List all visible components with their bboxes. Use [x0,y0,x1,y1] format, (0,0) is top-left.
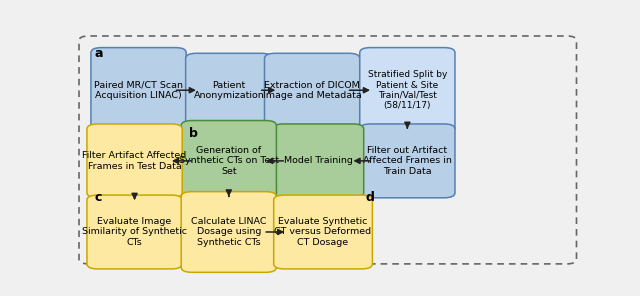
Text: Stratified Split by
Patient & Site
Train/Val/Test
(58/11/17): Stratified Split by Patient & Site Train… [367,70,447,110]
Text: Generation of
Synthetic CTs on Test
Set: Generation of Synthetic CTs on Test Set [179,146,279,176]
Text: Paired MR/CT Scan
Acquisition LINAC): Paired MR/CT Scan Acquisition LINAC) [94,81,183,100]
Text: Patient
Anonymization: Patient Anonymization [193,81,264,100]
FancyBboxPatch shape [273,124,364,198]
Text: Extraction of DICOM
Image and Metadata: Extraction of DICOM Image and Metadata [263,81,362,100]
Text: Evaluate Image
Similarity of Synthetic
CTs: Evaluate Image Similarity of Synthetic C… [82,217,187,247]
Text: b: b [189,127,198,140]
Text: Calculate LINAC
Dosage using
Synthetic CTs: Calculate LINAC Dosage using Synthetic C… [191,217,266,247]
Text: c: c [95,191,102,204]
FancyBboxPatch shape [360,48,455,133]
FancyBboxPatch shape [181,192,276,272]
Text: Filter out Artifact
Affected Frames in
Train Data: Filter out Artifact Affected Frames in T… [363,146,452,176]
Text: Model Training: Model Training [284,156,353,165]
Text: Evaluate Synthetic
CT versus Deformed
CT Dosage: Evaluate Synthetic CT versus Deformed CT… [275,217,372,247]
FancyBboxPatch shape [181,120,276,201]
FancyBboxPatch shape [360,124,455,198]
FancyBboxPatch shape [87,124,182,198]
Text: a: a [95,47,104,60]
FancyBboxPatch shape [91,48,186,133]
Text: Filter Artifact Affected
Frames in Test Data: Filter Artifact Affected Frames in Test … [83,151,187,170]
FancyBboxPatch shape [186,53,272,127]
FancyBboxPatch shape [87,195,182,269]
FancyBboxPatch shape [274,195,372,269]
FancyBboxPatch shape [264,53,360,127]
Text: d: d [365,191,374,204]
